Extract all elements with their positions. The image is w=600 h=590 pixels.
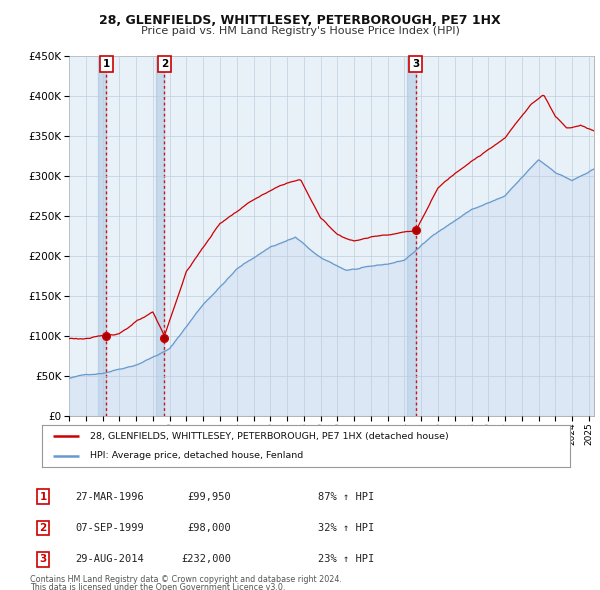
Text: 29-AUG-2014: 29-AUG-2014 (75, 555, 144, 564)
Text: 28, GLENFIELDS, WHITTLESEY, PETERBOROUGH, PE7 1HX: 28, GLENFIELDS, WHITTLESEY, PETERBOROUGH… (99, 14, 501, 27)
Text: Contains HM Land Registry data © Crown copyright and database right 2024.: Contains HM Land Registry data © Crown c… (30, 575, 342, 585)
Bar (407, 56, 416, 416)
Text: 07-SEP-1999: 07-SEP-1999 (75, 523, 144, 533)
Text: 32% ↑ HPI: 32% ↑ HPI (318, 523, 374, 533)
Bar (98, 56, 106, 416)
Text: 27-MAR-1996: 27-MAR-1996 (75, 492, 144, 502)
Text: This data is licensed under the Open Government Licence v3.0.: This data is licensed under the Open Gov… (30, 582, 286, 590)
Text: 3: 3 (40, 555, 47, 564)
Text: £232,000: £232,000 (181, 555, 231, 564)
Bar (156, 56, 164, 416)
Text: 87% ↑ HPI: 87% ↑ HPI (318, 492, 374, 502)
Text: 1: 1 (40, 492, 47, 502)
Text: HPI: Average price, detached house, Fenland: HPI: Average price, detached house, Fenl… (89, 451, 303, 460)
Text: 2: 2 (40, 523, 47, 533)
Text: £98,000: £98,000 (187, 523, 231, 533)
Text: Price paid vs. HM Land Registry's House Price Index (HPI): Price paid vs. HM Land Registry's House … (140, 26, 460, 35)
Text: 23% ↑ HPI: 23% ↑ HPI (318, 555, 374, 564)
Text: 1: 1 (103, 59, 110, 69)
Text: 28, GLENFIELDS, WHITTLESEY, PETERBOROUGH, PE7 1HX (detached house): 28, GLENFIELDS, WHITTLESEY, PETERBOROUGH… (89, 432, 448, 441)
Text: £99,950: £99,950 (187, 492, 231, 502)
Text: 3: 3 (412, 59, 419, 69)
Text: 2: 2 (161, 59, 168, 69)
